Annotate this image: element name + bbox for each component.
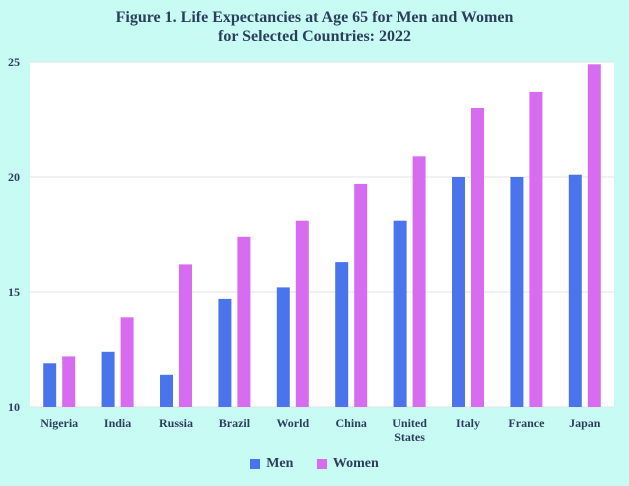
x-tick-label: United States	[392, 416, 427, 444]
y-tick-label: 10	[8, 400, 20, 414]
x-tick-label: India	[104, 416, 131, 430]
bar-men	[43, 363, 57, 407]
bar-women	[354, 183, 368, 407]
chart-title: Figure 1. Life Expectancies at Age 65 fo…	[115, 9, 514, 26]
x-tick-label: China	[336, 416, 367, 430]
legend-swatch-men	[250, 459, 261, 469]
bar-women	[587, 64, 601, 408]
x-tick-label: Italy	[456, 416, 480, 430]
y-tick-label: 15	[8, 285, 20, 299]
bar-women	[237, 236, 251, 407]
bar-men	[568, 174, 582, 407]
legend-item-men: Men	[250, 456, 293, 472]
bar-men	[452, 177, 465, 407]
legend-label-men: Men	[266, 456, 294, 471]
bar-men	[276, 287, 290, 407]
y-tick-label: 25	[8, 55, 20, 69]
legend-item-women: Women	[316, 456, 379, 472]
bars	[43, 64, 601, 408]
legend-swatch-women	[316, 459, 327, 469]
bar-women	[471, 108, 484, 407]
legend: Men Women	[0, 456, 629, 474]
bar-men	[510, 177, 524, 407]
legend-label-women: Women	[332, 456, 379, 471]
x-tick-label: Nigeria	[40, 416, 78, 430]
x-tick-label: Brazil	[219, 416, 251, 430]
bar-men	[101, 351, 115, 407]
x-tick-label: Russia	[159, 416, 193, 430]
bar-men	[160, 374, 173, 407]
bar-men	[335, 262, 349, 407]
grid-lines	[30, 61, 614, 408]
axis-labels: 10 15 20 25 Nigeria India Russia Brazil World Chi…	[8, 55, 601, 444]
chart-title-block: Figure 1. Life Expectancies at Age 65 fo…	[0, 8, 629, 46]
y-tick-label: 20	[8, 170, 20, 184]
bar-men	[393, 220, 407, 407]
bar-women	[412, 156, 426, 407]
x-tick-label: World	[276, 416, 309, 430]
bar-women	[62, 356, 76, 407]
chart-subtitle: for Selected Countries: 2022	[218, 28, 411, 45]
bar-women	[529, 91, 543, 408]
bar-women	[179, 264, 192, 407]
bar-men	[218, 298, 232, 407]
bar-women	[120, 317, 134, 407]
bar-women	[295, 220, 309, 407]
x-tick-label: France	[508, 416, 545, 430]
plot-area	[30, 62, 614, 407]
x-tick-label: Japan	[569, 416, 601, 430]
